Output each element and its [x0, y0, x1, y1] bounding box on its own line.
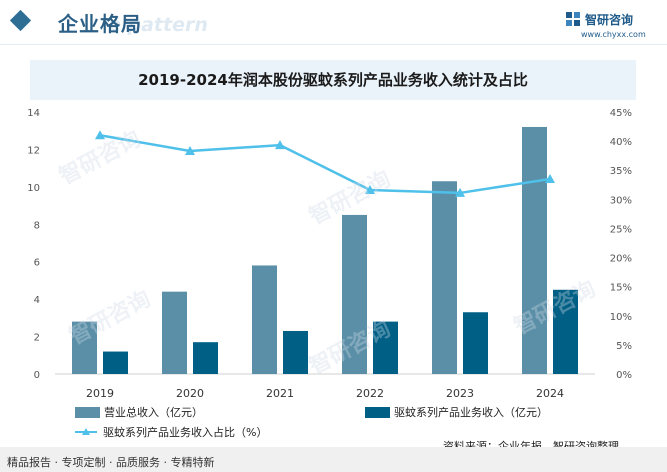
point-repellent-share — [185, 146, 195, 156]
brand-logo: 智研咨询 www.chyxx.com — [566, 11, 661, 45]
x-tick-label: 2024 — [536, 387, 564, 400]
zhiyan-logo-icon — [566, 12, 580, 26]
page-footer: 精品报告 · 专项定制 · 品质服务 · 专精特新 — [0, 447, 667, 472]
y-left-tick-label: 4 — [34, 295, 40, 306]
bar-total-revenue — [432, 181, 457, 374]
x-tick-label: 2020 — [176, 387, 204, 400]
y-right-tick-label: 40% — [610, 137, 632, 148]
point-repellent-share — [275, 140, 285, 150]
legend-label-repellent-share: 驱蚊系列产品业务收入占比（%） — [103, 426, 268, 439]
y-right-tick-label: 0% — [616, 370, 632, 381]
legend-repellent-revenue: 驱蚊系列产品业务收入（亿元） — [365, 404, 548, 420]
bar-total-revenue — [252, 265, 277, 374]
point-repellent-share — [545, 173, 555, 183]
legend-label-total-revenue: 营业总收入（亿元） — [104, 406, 203, 419]
y-right-tick-label: 20% — [610, 254, 632, 265]
y-left-tick-label: 6 — [34, 258, 40, 269]
section-title: 企业格局 — [58, 12, 142, 36]
y-right-tick-label: 10% — [610, 312, 632, 323]
bar-repellent-revenue — [373, 321, 398, 374]
point-repellent-share — [455, 187, 465, 197]
legend-total-revenue: 营业总收入（亿元） — [75, 404, 203, 420]
legend-repellent-share: 驱蚊系列产品业务收入占比（%） — [75, 424, 267, 440]
y-right-tick-label: 25% — [610, 224, 632, 235]
diamond-icon — [9, 9, 32, 32]
bar-repellent-revenue — [103, 351, 128, 374]
y-right-tick-label: 35% — [610, 166, 632, 177]
y-left-tick-label: 10 — [27, 183, 40, 194]
page-header: e pattern 企业格局 智研咨询 www.chyxx.com — [0, 0, 667, 44]
x-tick-label: 2021 — [266, 387, 294, 400]
bar-total-revenue — [162, 291, 187, 374]
y-left-tick-label: 12 — [27, 145, 40, 156]
y-left-tick-label: 2 — [34, 333, 40, 344]
x-tick-label: 2023 — [446, 387, 474, 400]
legend-label-repellent-revenue: 驱蚊系列产品业务收入（亿元） — [394, 406, 548, 419]
bar-repellent-revenue — [193, 342, 218, 374]
point-repellent-share — [365, 185, 375, 195]
bar-repellent-revenue — [463, 312, 488, 374]
y-left-tick-label: 8 — [34, 220, 40, 231]
x-tick-label: 2019 — [86, 387, 114, 400]
y-right-tick-label: 15% — [610, 283, 632, 294]
chart-title-band — [30, 60, 636, 100]
chart-title: 2019-2024年润本股份驱蚊系列产品业务收入统计及占比 — [138, 71, 528, 89]
point-repellent-share — [95, 130, 105, 140]
bar-repellent-revenue — [283, 330, 308, 374]
x-tick-label: 2022 — [356, 387, 384, 400]
logo-url: www.chyxx.com — [581, 30, 646, 39]
bar-repellent-revenue — [553, 289, 578, 374]
legend-swatch-total-revenue — [75, 406, 100, 418]
header-watermark-text: e pattern — [108, 14, 208, 36]
y-right-tick-label: 30% — [610, 195, 632, 206]
header-divider — [0, 44, 667, 45]
y-left-tick-label: 0 — [34, 370, 40, 381]
logo-name: 智研咨询 — [585, 13, 634, 27]
footer-tagline: 精品报告 · 专项定制 · 品质服务 · 专精特新 — [7, 456, 215, 469]
bar-total-revenue — [522, 126, 547, 374]
line-repellent-share — [99, 134, 551, 195]
bar-total-revenue — [72, 321, 97, 374]
y-right-tick-label: 45% — [610, 108, 632, 119]
combo-chart: 0 2 4 6 8 10 12 14 0% 5% 10% 15% 20% 25% 30% 35% 40% 45% 2… — [27, 108, 632, 400]
bar-total-revenue — [342, 214, 367, 374]
legend-swatch-repellent-revenue — [365, 406, 390, 418]
legend-swatch-repellent-share — [75, 428, 97, 435]
y-right-tick-label: 5% — [616, 341, 632, 352]
y-left-tick-label: 14 — [27, 108, 40, 119]
